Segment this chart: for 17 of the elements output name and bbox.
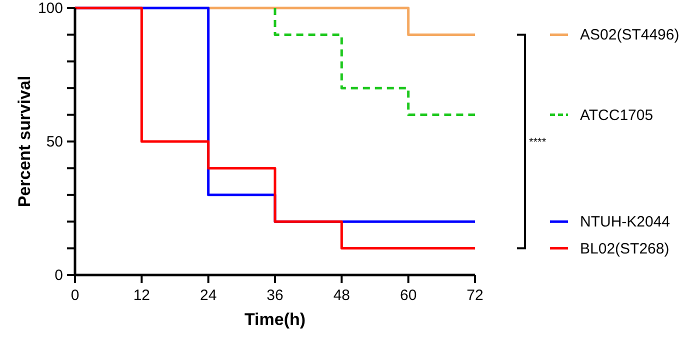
legend-label: AS02(ST4496) bbox=[580, 26, 680, 44]
x-tick-label: 60 bbox=[400, 287, 417, 304]
x-tick-label: 72 bbox=[466, 287, 484, 304]
x-axis-title: Time(h) bbox=[244, 310, 306, 329]
legend-label: NTUH-K2044 bbox=[580, 214, 670, 231]
x-tick-label: 0 bbox=[70, 287, 80, 304]
y-axis-title: Percent survival bbox=[15, 76, 34, 208]
x-tick-label: 48 bbox=[333, 287, 350, 304]
y-tick-label: 0 bbox=[54, 267, 63, 284]
x-tick-label: 24 bbox=[200, 287, 217, 304]
y-tick-label: 50 bbox=[46, 134, 63, 150]
y-tick-label: 100 bbox=[38, 0, 63, 17]
legend-label: ATCC1705 bbox=[580, 106, 654, 124]
legend-label: BL02(ST268) bbox=[580, 240, 670, 258]
text: **** bbox=[529, 136, 547, 148]
x-tick-label: 12 bbox=[133, 287, 150, 304]
x-tick-label: 36 bbox=[266, 287, 284, 304]
